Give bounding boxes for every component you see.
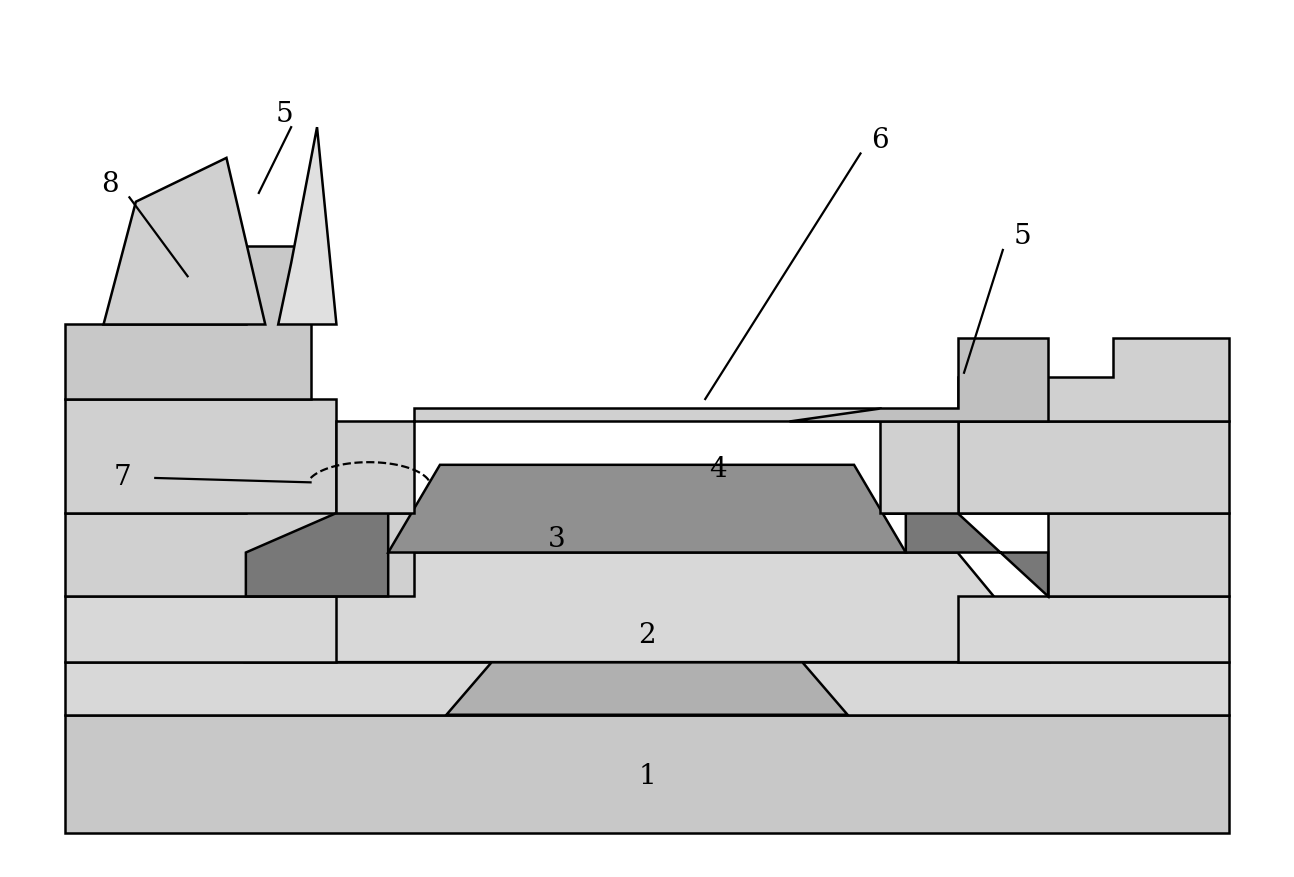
Polygon shape bbox=[65, 715, 1229, 833]
Text: 5: 5 bbox=[276, 101, 294, 127]
Text: 5: 5 bbox=[1013, 224, 1031, 250]
Polygon shape bbox=[65, 662, 1229, 715]
Text: 1: 1 bbox=[638, 763, 656, 789]
Polygon shape bbox=[446, 662, 848, 715]
Polygon shape bbox=[65, 421, 414, 596]
Polygon shape bbox=[789, 338, 1048, 421]
Polygon shape bbox=[278, 127, 336, 324]
Text: 7: 7 bbox=[114, 465, 132, 491]
Text: 8: 8 bbox=[101, 171, 119, 197]
Polygon shape bbox=[906, 513, 1048, 596]
Polygon shape bbox=[65, 399, 336, 513]
Polygon shape bbox=[958, 596, 1229, 662]
Text: 6: 6 bbox=[871, 127, 889, 153]
Polygon shape bbox=[246, 513, 388, 596]
Text: 4: 4 bbox=[709, 456, 727, 482]
Polygon shape bbox=[65, 246, 311, 399]
Polygon shape bbox=[958, 338, 1229, 421]
Polygon shape bbox=[880, 421, 1229, 596]
Polygon shape bbox=[246, 553, 1048, 662]
Polygon shape bbox=[336, 408, 958, 513]
Text: 3: 3 bbox=[547, 526, 565, 553]
Polygon shape bbox=[958, 421, 1229, 513]
Text: 2: 2 bbox=[638, 623, 656, 649]
Polygon shape bbox=[65, 596, 336, 662]
Polygon shape bbox=[104, 158, 265, 324]
Polygon shape bbox=[388, 465, 906, 553]
